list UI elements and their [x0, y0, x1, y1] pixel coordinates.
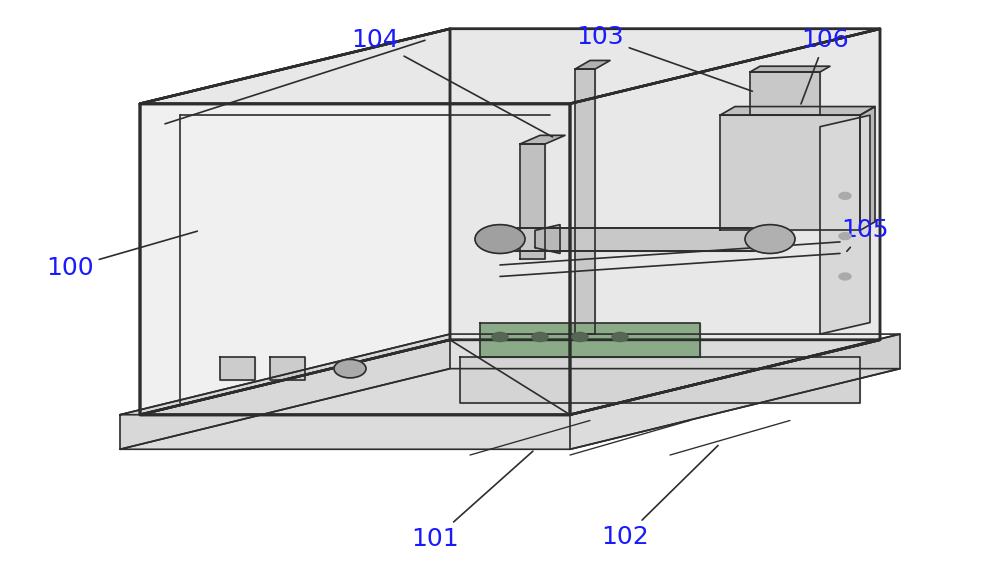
Polygon shape	[140, 340, 880, 415]
Polygon shape	[820, 115, 870, 334]
Polygon shape	[140, 104, 570, 415]
Polygon shape	[535, 225, 560, 253]
Ellipse shape	[839, 273, 851, 280]
Ellipse shape	[839, 233, 851, 240]
Polygon shape	[750, 72, 820, 115]
Polygon shape	[720, 115, 860, 230]
Polygon shape	[460, 357, 860, 403]
Circle shape	[532, 332, 548, 342]
Polygon shape	[140, 29, 880, 104]
Circle shape	[572, 332, 588, 342]
Polygon shape	[575, 60, 610, 69]
Polygon shape	[480, 323, 700, 357]
Polygon shape	[220, 357, 255, 380]
Text: 101: 101	[411, 451, 533, 551]
Polygon shape	[570, 334, 900, 449]
Text: 105: 105	[841, 218, 889, 251]
Polygon shape	[575, 69, 595, 334]
Polygon shape	[750, 66, 830, 72]
Polygon shape	[520, 135, 565, 144]
Text: 100: 100	[46, 231, 197, 280]
Polygon shape	[570, 29, 880, 415]
Ellipse shape	[475, 225, 525, 253]
Polygon shape	[140, 29, 450, 415]
Polygon shape	[860, 107, 875, 230]
Polygon shape	[270, 357, 305, 380]
Polygon shape	[120, 369, 900, 449]
Ellipse shape	[745, 225, 795, 253]
Polygon shape	[500, 228, 770, 251]
Text: 104: 104	[351, 28, 553, 137]
Ellipse shape	[839, 192, 851, 199]
Text: 106: 106	[801, 28, 849, 104]
Text: 102: 102	[601, 445, 718, 549]
Polygon shape	[520, 144, 545, 259]
Polygon shape	[450, 340, 880, 415]
Circle shape	[334, 359, 366, 378]
Polygon shape	[450, 29, 880, 340]
Circle shape	[612, 332, 628, 342]
Polygon shape	[120, 334, 450, 449]
Polygon shape	[720, 107, 875, 115]
Text: 103: 103	[576, 25, 752, 91]
Circle shape	[492, 332, 508, 342]
